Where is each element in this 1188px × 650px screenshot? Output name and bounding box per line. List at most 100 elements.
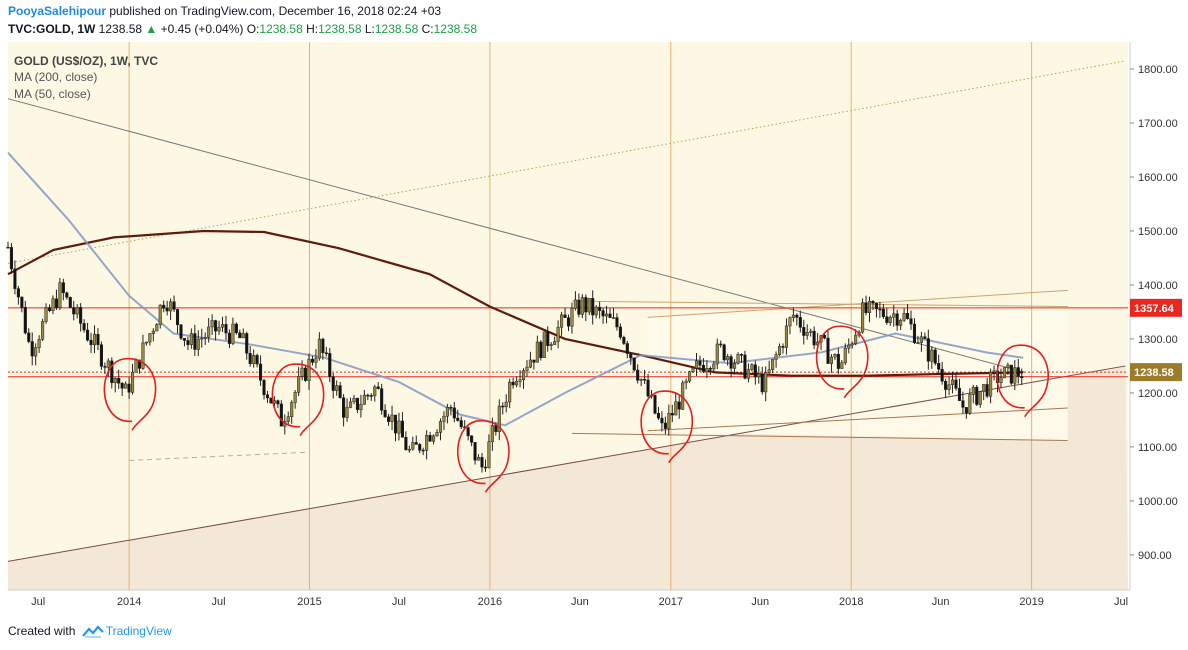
candle-body [532, 359, 536, 363]
x-tick-label: 2016 [478, 596, 502, 608]
candle-body [757, 373, 761, 378]
candle-body [867, 301, 872, 313]
x-tick-label: 2017 [659, 596, 683, 608]
candle-body [508, 381, 512, 403]
candle-body [103, 366, 107, 368]
candle-body [736, 354, 740, 364]
publish-header: PooyaSalehipour published on TradingView… [8, 4, 441, 18]
candle-body [220, 324, 225, 328]
candle-body [1020, 376, 1024, 379]
ma200-line [7, 229, 1024, 377]
candle-body [989, 371, 993, 397]
candle-body [151, 330, 155, 334]
candle-body [134, 359, 138, 373]
candle-body [957, 388, 962, 401]
candle-body [476, 457, 481, 461]
candle-body [27, 332, 31, 342]
candle-body [639, 378, 643, 381]
candle-body [54, 298, 58, 308]
candle-body [753, 364, 757, 378]
candle-body [912, 323, 917, 343]
candle-body [362, 394, 366, 405]
trendline [7, 60, 1126, 264]
candle-body [449, 407, 453, 409]
candle-body [414, 442, 418, 445]
candle-body [822, 335, 827, 339]
candle-body [255, 355, 259, 365]
candle-body [881, 308, 885, 317]
tradingview-logo-icon [81, 625, 104, 638]
candle-body [224, 324, 228, 334]
candle-body [528, 359, 532, 368]
candle-body [483, 466, 488, 469]
candle-body [916, 342, 920, 344]
candle-body [684, 380, 688, 384]
candle-body [1006, 364, 1010, 368]
candle-body [802, 327, 806, 336]
legend-instrument: GOLD (US$/OZ), 1W, TVC [14, 54, 159, 68]
candle-body [625, 343, 629, 354]
candle-body [286, 416, 290, 422]
legend-ma200: MA (200, close) [14, 70, 98, 84]
candle-body [1013, 367, 1017, 384]
annotation-circle [815, 325, 869, 399]
trendline [571, 432, 1068, 441]
tradingview-brand-link[interactable]: TradingView [105, 624, 172, 638]
symbol-label: TVC:GOLD, 1W [8, 22, 96, 36]
candle-body [982, 384, 986, 392]
candle-body [712, 363, 716, 370]
candle-body [186, 340, 190, 345]
candle-body [729, 356, 733, 369]
candle-body [400, 420, 404, 438]
y-tick-label: 1700.00 [1138, 118, 1178, 130]
candle-body [771, 359, 775, 370]
y-tick-label: 1800.00 [1138, 64, 1178, 76]
y-tick-label: 1200.00 [1138, 388, 1178, 400]
y-tick-label: 1600.00 [1138, 172, 1178, 184]
candle-body [978, 391, 982, 405]
author-link[interactable]: PooyaSalehipour [8, 4, 107, 18]
candle-body [971, 386, 975, 395]
candle-body [521, 370, 526, 380]
candle-body [791, 314, 795, 318]
candle-body [767, 369, 771, 373]
candle-body [632, 357, 636, 371]
candle-body [598, 306, 602, 311]
candle-body [847, 344, 851, 349]
candle-body [321, 338, 325, 354]
candle-body [809, 330, 813, 333]
candle-body [207, 326, 211, 338]
candle-body [525, 366, 529, 371]
price-chart[interactable]: Jul 2014 Jul 2015 Jul 2016 Jun 2017 Jun 2018 Jun 20… [0, 42, 1188, 618]
candle-body [892, 313, 896, 318]
candle-body [944, 381, 948, 390]
candle-body [175, 309, 180, 326]
price-axis[interactable] [1130, 42, 1188, 618]
candle-body [909, 318, 913, 325]
candle-body [494, 425, 498, 432]
candle-body [110, 360, 114, 384]
candle-body [701, 365, 705, 372]
candle-body [553, 341, 557, 345]
candle-body [885, 316, 889, 323]
candle-body [546, 331, 550, 346]
candle-body [805, 332, 809, 336]
candle-body [584, 297, 588, 313]
candle-body [252, 355, 256, 365]
candle-body [203, 336, 207, 339]
candle-body [421, 449, 425, 452]
candle-body [1002, 367, 1006, 379]
candle-body [906, 313, 910, 319]
candle-body [923, 336, 927, 339]
candle-body [127, 383, 131, 393]
candle-body [435, 432, 439, 437]
candle-body [646, 379, 650, 397]
candle-body [854, 334, 858, 345]
candle-body [51, 298, 55, 311]
close-label: C: [421, 22, 434, 36]
candle-body [137, 359, 142, 369]
candle-body [726, 356, 730, 361]
x-tick-label: 2015 [297, 596, 321, 608]
candle-body [432, 435, 436, 442]
annotation-circle [103, 357, 157, 431]
